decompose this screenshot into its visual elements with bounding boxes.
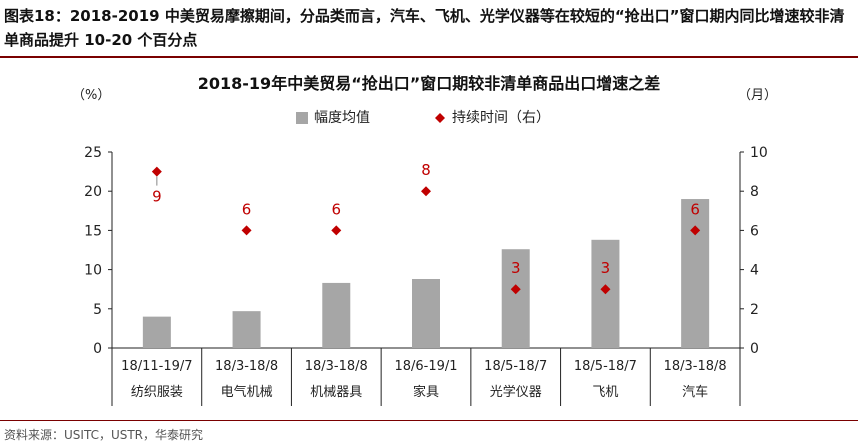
right-tick-label: 8 xyxy=(750,184,759,200)
data-label: 8 xyxy=(421,161,431,179)
x-tick-label-period: 18/5-18/7 xyxy=(484,359,547,374)
data-label: 9 xyxy=(152,188,162,206)
bar xyxy=(322,282,351,348)
bar xyxy=(142,316,171,348)
bar xyxy=(681,199,710,348)
right-tick-label: 4 xyxy=(750,263,759,279)
data-label: 3 xyxy=(601,259,611,277)
bar xyxy=(412,279,440,348)
x-tick-label-category: 电气机械 xyxy=(221,384,273,400)
right-axis-unit: （月） xyxy=(738,88,778,103)
x-tick-label-category: 汽车 xyxy=(682,384,708,400)
right-tick-label: 10 xyxy=(750,145,768,161)
duration-marker xyxy=(690,225,701,236)
right-tick-label: 6 xyxy=(750,223,759,239)
left-tick-label: 0 xyxy=(93,341,102,357)
left-tick-label: 15 xyxy=(84,223,102,239)
right-tick-label: 2 xyxy=(750,302,759,318)
data-label: 3 xyxy=(511,259,521,277)
duration-marker xyxy=(331,225,342,236)
right-tick-label: 0 xyxy=(750,341,759,357)
x-tick-label-period: 18/3-18/8 xyxy=(664,359,727,374)
bar xyxy=(232,311,261,348)
figure-label: 图表18： xyxy=(4,7,70,25)
data-label: 6 xyxy=(242,200,252,218)
left-tick-label: 10 xyxy=(84,263,102,279)
left-tick-label: 25 xyxy=(84,145,102,161)
data-label: 6 xyxy=(332,200,342,218)
x-tick-label-category: 光学仪器 xyxy=(490,384,542,400)
footer-rule xyxy=(0,420,858,421)
figure-caption: 图表18：2018-2019 中美贸易摩擦期间，分品类而言，汽车、飞机、光学仪器… xyxy=(4,4,854,52)
left-tick-label: 20 xyxy=(84,184,102,200)
left-tick-label: 5 xyxy=(93,302,102,318)
x-tick-label-category: 机械器具 xyxy=(310,385,362,400)
legend-label-bar: 幅度均值 xyxy=(314,110,370,126)
legend-swatch-bar xyxy=(296,112,308,124)
x-tick-label-period: 18/5-18/7 xyxy=(574,359,637,374)
bar xyxy=(501,249,530,348)
x-tick-label-period: 18/3-18/8 xyxy=(215,359,278,374)
x-tick-label-period: 18/11-19/7 xyxy=(121,359,192,374)
header-rule xyxy=(0,56,858,58)
x-tick-label-period: 18/3-18/8 xyxy=(305,359,368,374)
duration-marker xyxy=(151,166,162,177)
chart-title: 2018-19年中美贸易“抢出口”窗口期较非清单商品出口增速之差 xyxy=(197,74,661,93)
duration-marker xyxy=(600,284,611,295)
left-axis-unit: （%） xyxy=(72,88,111,103)
x-tick-label-period: 18/6-19/1 xyxy=(394,359,457,374)
duration-marker xyxy=(510,284,521,295)
source-note: 资料来源：USITC，USTR，华泰研究 xyxy=(4,428,204,442)
x-tick-label-category: 纺织服装 xyxy=(131,385,183,400)
x-tick-label-category: 家具 xyxy=(413,384,439,400)
x-tick-label-category: 飞机 xyxy=(592,385,618,400)
duration-marker xyxy=(241,225,252,236)
data-label: 6 xyxy=(690,200,700,218)
figure-caption-text: 2018-2019 中美贸易摩擦期间，分品类而言，汽车、飞机、光学仪器等在较短的… xyxy=(4,7,845,49)
duration-marker xyxy=(421,186,431,197)
legend-swatch-marker xyxy=(435,113,445,123)
bar-chart: 0 5 10 15 20 25 0 2 4 6 8 10 18/11-19/7 纺织服装 18/3-18/8… xyxy=(84,109,768,406)
legend-label-marker: 持续时间（右） xyxy=(452,109,550,126)
